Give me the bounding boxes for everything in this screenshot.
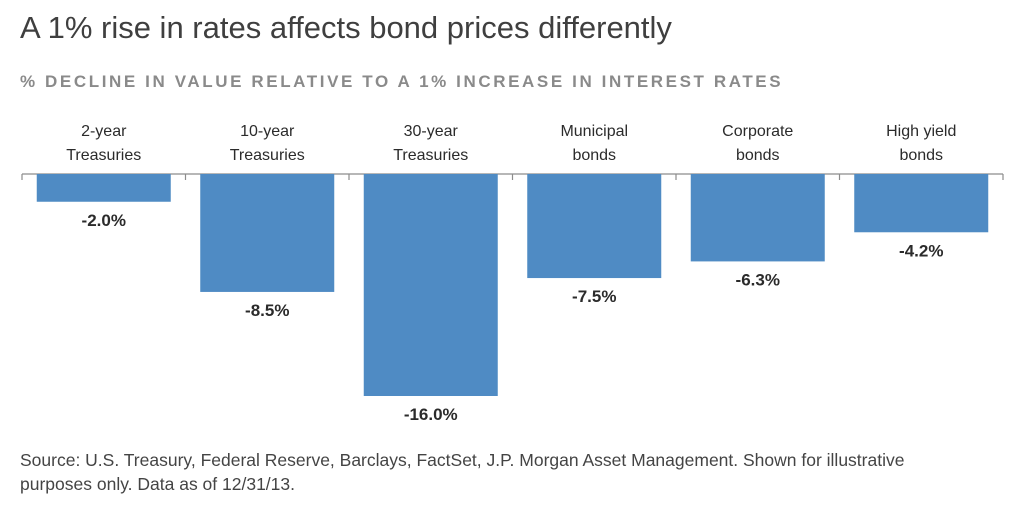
bars-layer bbox=[36, 174, 989, 396]
category-label: bonds bbox=[736, 147, 780, 164]
bar bbox=[854, 174, 989, 233]
bar bbox=[36, 174, 171, 202]
category-label: Treasuries bbox=[66, 147, 141, 164]
category-label: Municipal bbox=[560, 123, 628, 140]
category-label: bonds bbox=[899, 147, 943, 164]
data-label: -4.2% bbox=[899, 241, 943, 260]
bar bbox=[690, 174, 825, 262]
bar bbox=[363, 174, 498, 396]
data-label: -8.5% bbox=[245, 301, 289, 320]
labels-layer: 2-year Treasuries -2.0% 10-year Treasuries -8… bbox=[66, 123, 956, 424]
data-label: -16.0% bbox=[404, 405, 458, 424]
category-label: High yield bbox=[886, 123, 956, 140]
bar bbox=[200, 174, 335, 292]
data-label: -7.5% bbox=[572, 287, 616, 306]
category-label: bonds bbox=[572, 147, 616, 164]
bar bbox=[527, 174, 662, 279]
data-label: -2.0% bbox=[82, 211, 126, 230]
axis-layer bbox=[21, 173, 1004, 180]
category-label: 10-year bbox=[240, 123, 295, 140]
category-label: Treasuries bbox=[393, 147, 468, 164]
category-label: Corporate bbox=[722, 123, 793, 140]
source-note: Source: U.S. Treasury, Federal Reserve, … bbox=[20, 450, 905, 494]
category-label: 2-year bbox=[81, 123, 127, 140]
data-label: -6.3% bbox=[736, 270, 780, 289]
bar-chart: 2-year Treasuries -2.0% 10-year Treasuries -8… bbox=[21, 123, 1004, 424]
category-label: Treasuries bbox=[230, 147, 305, 164]
chart-title: A 1% rise in rates affects bond prices d… bbox=[20, 10, 672, 45]
chart-subtitle: % DECLINE IN VALUE RELATIVE TO A 1% INCR… bbox=[20, 72, 784, 91]
category-label: 30-year bbox=[404, 123, 459, 140]
